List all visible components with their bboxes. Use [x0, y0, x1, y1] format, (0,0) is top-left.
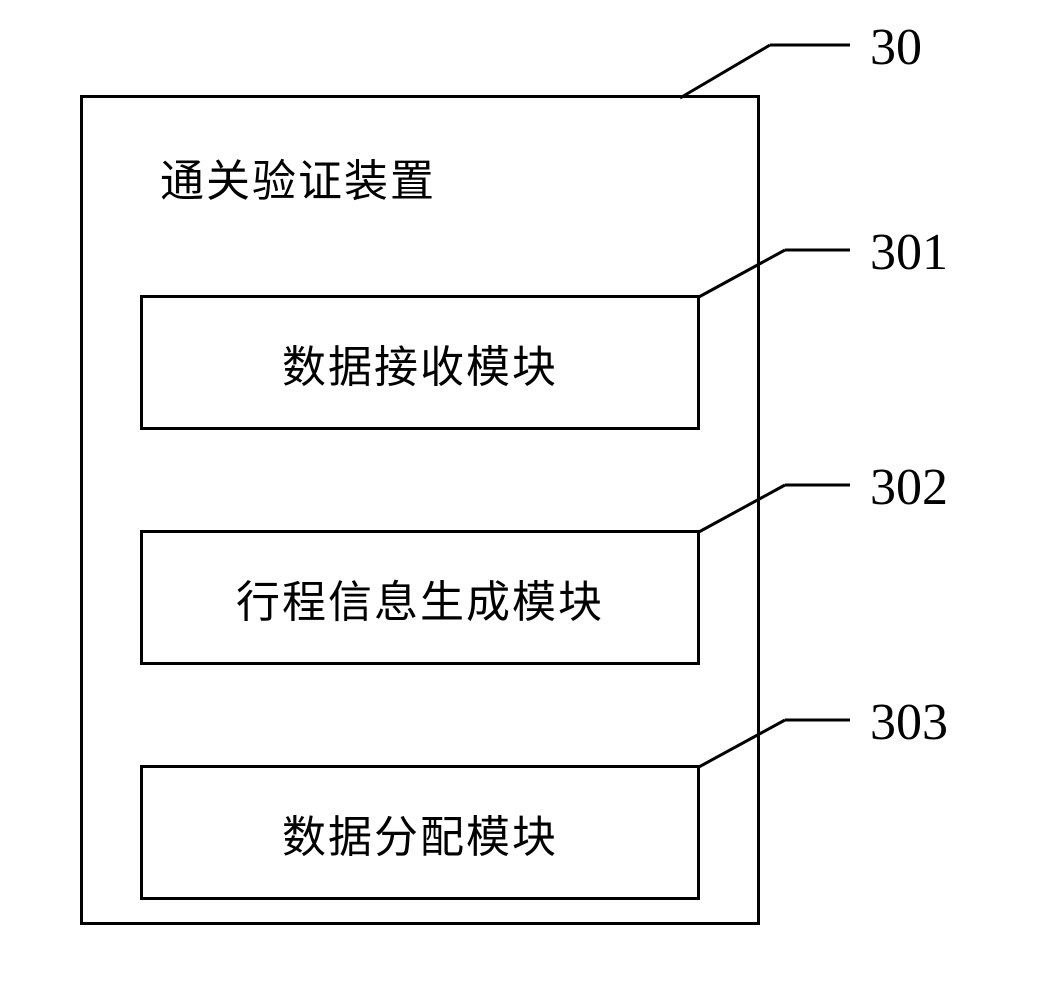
callout-303: 303 [870, 693, 948, 752]
leader-303 [0, 0, 1056, 984]
